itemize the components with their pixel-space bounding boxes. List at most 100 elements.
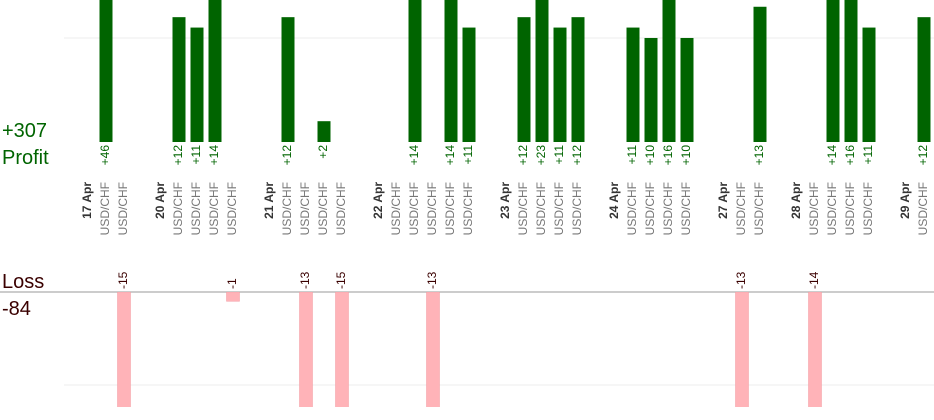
profit-bar [190,27,204,143]
profit-bar [462,27,476,143]
profit-label: +2 [316,145,330,159]
profit-label: +12 [916,145,930,166]
profit-label: +46 [98,145,112,166]
profit-bar [753,6,767,143]
profit-bar [172,17,186,143]
date-label: 27 Apr [716,182,730,219]
loss-bar [299,292,313,407]
profit-label: +11 [189,145,203,165]
profit-label: +11 [552,145,566,165]
profit-label: +14 [207,145,221,166]
symbol-label: USD/CHF [98,182,112,235]
loss-label: -15 [116,271,130,289]
profit-bar [644,37,658,142]
symbol-label: USD/CHF [425,182,439,235]
symbol-label: USD/CHF [661,182,675,235]
profit-label: +11 [861,145,875,165]
loss-bar [735,292,749,407]
profit-bar [571,17,585,143]
symbol-label: USD/CHF [916,182,930,235]
loss-label: -15 [334,271,348,289]
profit-label: +11 [461,145,475,165]
profit-bar [626,27,640,143]
date-label: 24 Apr [607,182,621,219]
loss-bar [335,292,349,407]
profit-bar [208,0,222,142]
profit-bar [662,0,676,142]
symbol-label: USD/CHF [407,182,421,235]
loss-label: -13 [734,271,748,289]
loss-total: -84 [2,298,31,320]
profit-bar [517,17,531,143]
profit-title: Profit [2,147,49,169]
profit-label: +23 [534,145,548,166]
symbol-label: USD/CHF [516,182,530,235]
profit-label: +14 [443,145,457,166]
profit-label: +11 [625,145,639,165]
loss-label: -1 [225,278,239,289]
profit-total: +307 [2,120,47,142]
profit-label: +13 [752,145,766,166]
profit-bar [844,0,858,142]
symbol-label: USD/CHF [116,182,130,235]
symbol-label: USD/CHF [552,182,566,235]
symbol-label: USD/CHF [334,182,348,235]
symbol-label: USD/CHF [389,182,403,235]
loss-label: -14 [807,271,821,289]
loss-bar [226,292,240,302]
profit-label: +16 [661,145,675,166]
profit-bar [862,27,876,143]
symbol-label: USD/CHF [843,182,857,235]
profit-label: +12 [516,145,530,166]
symbol-label: USD/CHF [734,182,748,235]
symbol-label: USD/CHF [570,182,584,235]
loss-bar [426,292,440,407]
profit-label: +14 [825,145,839,166]
profit-bar [408,0,422,142]
symbol-label: USD/CHF [280,182,294,235]
profit-bar [826,0,840,142]
symbol-label: USD/CHF [752,182,766,235]
symbol-label: USD/CHF [316,182,330,235]
date-label: 23 Apr [498,182,512,219]
profit-bar [281,17,295,143]
date-label: 20 Apr [153,182,167,219]
symbol-label: USD/CHF [189,182,203,235]
symbol-label: USD/CHF [207,182,221,235]
loss-bar [808,292,822,407]
loss-label: -13 [298,271,312,289]
symbol-label: USD/CHF [643,182,657,235]
symbol-label: USD/CHF [225,182,239,235]
profit-label: +14 [407,145,421,166]
symbol-label: USD/CHF [298,182,312,235]
symbol-label: USD/CHF [443,182,457,235]
symbol-label: USD/CHF [534,182,548,235]
symbol-label: USD/CHF [625,182,639,235]
loss-bar [117,292,131,407]
profit-label: +10 [679,145,693,166]
profit-bar [680,37,694,142]
profit-bar [99,0,113,142]
date-label: 22 Apr [371,182,385,219]
profit-label: +12 [280,145,294,166]
date-label: 29 Apr [898,182,912,219]
profit-bar [444,0,458,142]
date-label: 21 Apr [262,182,276,219]
date-label: 17 Apr [80,182,94,219]
profit-bar [535,0,549,142]
loss-title: Loss [2,271,44,293]
profit-label: +12 [171,145,185,166]
profit-bar [917,17,931,143]
symbol-label: USD/CHF [861,182,875,235]
symbol-label: USD/CHF [461,182,475,235]
profit-label: +10 [643,145,657,166]
profit-label: +16 [843,145,857,166]
profit-bar [317,121,331,142]
profit-bar [553,27,567,143]
date-label: 28 Apr [789,182,803,219]
symbol-label: USD/CHF [807,182,821,235]
symbol-label: USD/CHF [825,182,839,235]
loss-label: -13 [425,271,439,289]
profit-label: +12 [570,145,584,166]
